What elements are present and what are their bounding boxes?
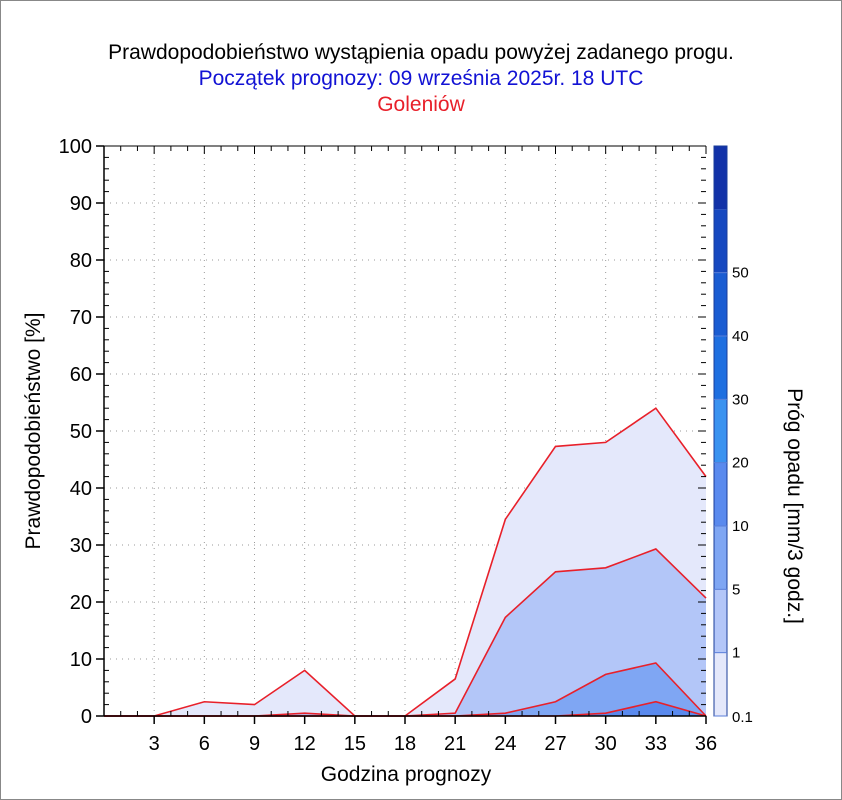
y-tick-label: 40 xyxy=(70,478,92,500)
colorbar-tick-label: 1 xyxy=(732,645,740,662)
chart-title: Prawdopodobieństwo wystąpienia opadu pow… xyxy=(108,41,734,64)
y-tick-label: 10 xyxy=(70,649,92,671)
y-tick-label: 60 xyxy=(70,364,92,386)
y-tick-label: 30 xyxy=(70,535,92,557)
x-tick-label: 6 xyxy=(199,733,210,755)
colorbar: 0.1 1 5 10 20 30 40 50 xyxy=(713,145,753,726)
colorbar-tick-label: 20 xyxy=(732,455,749,472)
colorbar-tick-label: 10 xyxy=(732,518,749,535)
x-tick-label: 9 xyxy=(249,733,260,755)
series-areas xyxy=(104,408,706,716)
x-tick-label: 27 xyxy=(544,733,566,755)
colorbar-segment xyxy=(714,652,727,716)
series-area-10 xyxy=(104,701,706,716)
x-tick-label: 24 xyxy=(494,733,516,755)
colorbar-tick-label: 5 xyxy=(732,581,740,598)
x-tick-label: 36 xyxy=(695,733,717,755)
x-axis-label: Godzina prognozy xyxy=(321,763,492,786)
colorbar-segment xyxy=(714,146,727,210)
y-axis-label: Prawdopodobieństwo [%] xyxy=(22,313,45,550)
series-area-1 xyxy=(104,548,706,716)
series-area-5 xyxy=(104,662,706,716)
x-tick-label: 33 xyxy=(645,733,667,755)
x-tick-label: 3 xyxy=(149,733,160,755)
y-tick-label: 70 xyxy=(70,307,92,329)
y-tick-label: 90 xyxy=(70,193,92,215)
y-tick-label: 50 xyxy=(70,421,92,443)
y-tick-label: 0 xyxy=(81,706,92,728)
x-tick-label: 30 xyxy=(595,733,617,755)
colorbar-segment xyxy=(714,589,727,653)
colorbar-segment xyxy=(714,462,727,526)
x-tick-label: 21 xyxy=(444,733,466,755)
chart-subtitle: Początek prognozy: 09 września 2025r. 18… xyxy=(198,67,644,90)
colorbar-tick-label: 0.1 xyxy=(732,709,753,726)
colorbar-segment xyxy=(714,526,727,590)
y-tick-label: 100 xyxy=(59,136,92,158)
y-tick-label: 20 xyxy=(70,592,92,614)
x-tick-label: 18 xyxy=(394,733,416,755)
chart-location: Goleniów xyxy=(377,93,465,116)
colorbar-segment xyxy=(714,209,727,273)
colorbar-tick-label: 40 xyxy=(732,328,749,345)
x-tick-label: 15 xyxy=(344,733,366,755)
colorbar-label: Próg opadu [mm/3 godz.] xyxy=(783,388,806,624)
colorbar-segment xyxy=(714,399,727,463)
colorbar-tick-label: 50 xyxy=(732,265,749,282)
y-tick-label: 80 xyxy=(70,250,92,272)
x-tick-label: 12 xyxy=(294,733,316,755)
colorbar-segment xyxy=(714,272,727,336)
colorbar-tick-label: 30 xyxy=(732,391,749,408)
colorbar-segment xyxy=(714,336,727,400)
